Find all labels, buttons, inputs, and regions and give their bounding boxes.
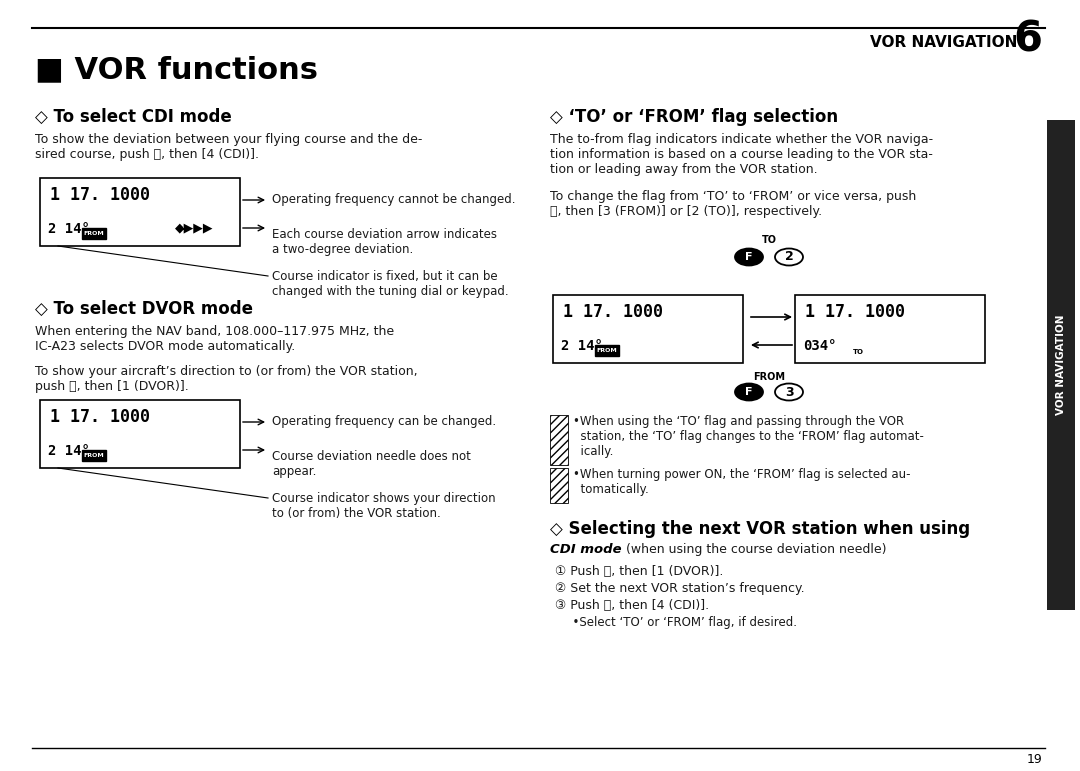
Text: FROM: FROM <box>753 372 785 382</box>
Text: To show the deviation between your flying course and the de-: To show the deviation between your flyin… <box>35 133 422 146</box>
Text: FROM: FROM <box>83 231 105 236</box>
Text: Operating frequency can be changed.: Operating frequency can be changed. <box>272 416 496 429</box>
Bar <box>40 178 240 246</box>
Text: ◇ ‘TO’ or ‘FROM’ flag selection: ◇ ‘TO’ or ‘FROM’ flag selection <box>550 108 838 126</box>
Text: 19: 19 <box>1026 753 1042 766</box>
Text: To change the flag from ‘TO’ to ‘FROM’ or vice versa, push: To change the flag from ‘TO’ to ‘FROM’ o… <box>550 190 916 203</box>
Text: •Select ‘TO’ or ‘FROM’ flag, if desired.: •Select ‘TO’ or ‘FROM’ flag, if desired. <box>565 616 797 629</box>
Text: (when using the course deviation needle): (when using the course deviation needle) <box>622 543 887 556</box>
Bar <box>82 228 106 239</box>
Bar <box>550 468 568 503</box>
Text: FROM: FROM <box>83 453 105 458</box>
Text: VOR NAVIGATION: VOR NAVIGATION <box>870 35 1017 50</box>
Text: tion or leading away from the VOR station.: tion or leading away from the VOR statio… <box>550 163 818 176</box>
Text: 3: 3 <box>785 386 794 399</box>
Bar <box>40 400 240 468</box>
Text: F: F <box>745 252 753 262</box>
Bar <box>82 450 106 461</box>
Text: 2: 2 <box>785 251 794 264</box>
Text: ◇ To select CDI mode: ◇ To select CDI mode <box>35 108 232 126</box>
Text: ◇ Selecting the next VOR station when using: ◇ Selecting the next VOR station when us… <box>550 520 970 538</box>
Text: VOR NAVIGATION: VOR NAVIGATION <box>1056 315 1066 416</box>
Text: To show your aircraft’s direction to (or from) the VOR station,: To show your aircraft’s direction to (or… <box>35 365 418 378</box>
Text: sired course, push Ⓕ, then [4 (CDI)].: sired course, push Ⓕ, then [4 (CDI)]. <box>35 148 259 161</box>
Text: Course deviation needle does not
appear.: Course deviation needle does not appear. <box>272 450 471 478</box>
Text: 2 14°: 2 14° <box>48 222 90 236</box>
Text: ① Push Ⓕ, then [1 (DVOR)].: ① Push Ⓕ, then [1 (DVOR)]. <box>555 565 724 578</box>
Text: 2 14°: 2 14° <box>561 339 603 353</box>
Text: TO: TO <box>853 349 864 355</box>
Text: IC-A23 selects DVOR mode automatically.: IC-A23 selects DVOR mode automatically. <box>35 340 295 353</box>
Ellipse shape <box>735 248 762 265</box>
Text: Each course deviation arrow indicates
a two-degree deviation.: Each course deviation arrow indicates a … <box>272 228 497 256</box>
Text: ■ VOR functions: ■ VOR functions <box>35 55 318 84</box>
Text: 6: 6 <box>1013 18 1042 60</box>
Bar <box>595 345 619 356</box>
Text: ② Set the next VOR station’s frequency.: ② Set the next VOR station’s frequency. <box>555 582 805 595</box>
Text: F: F <box>745 387 753 397</box>
Text: Course indicator shows your direction
to (or from) the VOR station.: Course indicator shows your direction to… <box>272 492 496 520</box>
Bar <box>553 295 743 363</box>
Text: 1 17. 1000: 1 17. 1000 <box>805 303 905 321</box>
Text: Course indicator is fixed, but it can be
changed with the tuning dial or keypad.: Course indicator is fixed, but it can be… <box>272 270 509 298</box>
Text: ◇ To select DVOR mode: ◇ To select DVOR mode <box>35 300 253 318</box>
Text: ◆▶▶▶: ◆▶▶▶ <box>175 221 214 234</box>
Text: 034°: 034° <box>804 339 837 353</box>
Ellipse shape <box>775 248 804 265</box>
Text: When entering the NAV band, 108.000–117.975 MHz, the: When entering the NAV band, 108.000–117.… <box>35 325 394 338</box>
Text: 2 14°: 2 14° <box>48 444 90 458</box>
Ellipse shape <box>735 383 762 400</box>
Text: Ⓕ, then [3 (FROM)] or [2 (TO)], respectively.: Ⓕ, then [3 (FROM)] or [2 (TO)], respecti… <box>550 205 822 218</box>
Text: ③ Push Ⓕ, then [4 (CDI)].: ③ Push Ⓕ, then [4 (CDI)]. <box>555 599 710 612</box>
Bar <box>550 415 568 465</box>
Text: •When using the ‘TO’ flag and passing through the VOR
  station, the ‘TO’ flag c: •When using the ‘TO’ flag and passing th… <box>573 415 923 458</box>
Text: CDI mode: CDI mode <box>550 543 622 556</box>
Text: FROM: FROM <box>596 348 618 353</box>
Text: 1 17. 1000: 1 17. 1000 <box>50 186 150 204</box>
Text: tion information is based on a course leading to the VOR sta-: tion information is based on a course le… <box>550 148 933 161</box>
Bar <box>1047 120 1075 610</box>
Text: 1 17. 1000: 1 17. 1000 <box>50 408 150 426</box>
Text: •When turning power ON, the ‘FROM’ flag is selected au-
  tomatically.: •When turning power ON, the ‘FROM’ flag … <box>573 468 910 496</box>
Text: TO: TO <box>761 235 777 245</box>
Text: Operating frequency cannot be changed.: Operating frequency cannot be changed. <box>272 194 515 207</box>
Text: 1 17. 1000: 1 17. 1000 <box>563 303 663 321</box>
Text: The to-from flag indicators indicate whether the VOR naviga-: The to-from flag indicators indicate whe… <box>550 133 933 146</box>
Text: push Ⓕ, then [1 (DVOR)].: push Ⓕ, then [1 (DVOR)]. <box>35 380 189 393</box>
Bar <box>795 295 985 363</box>
Ellipse shape <box>775 383 804 400</box>
